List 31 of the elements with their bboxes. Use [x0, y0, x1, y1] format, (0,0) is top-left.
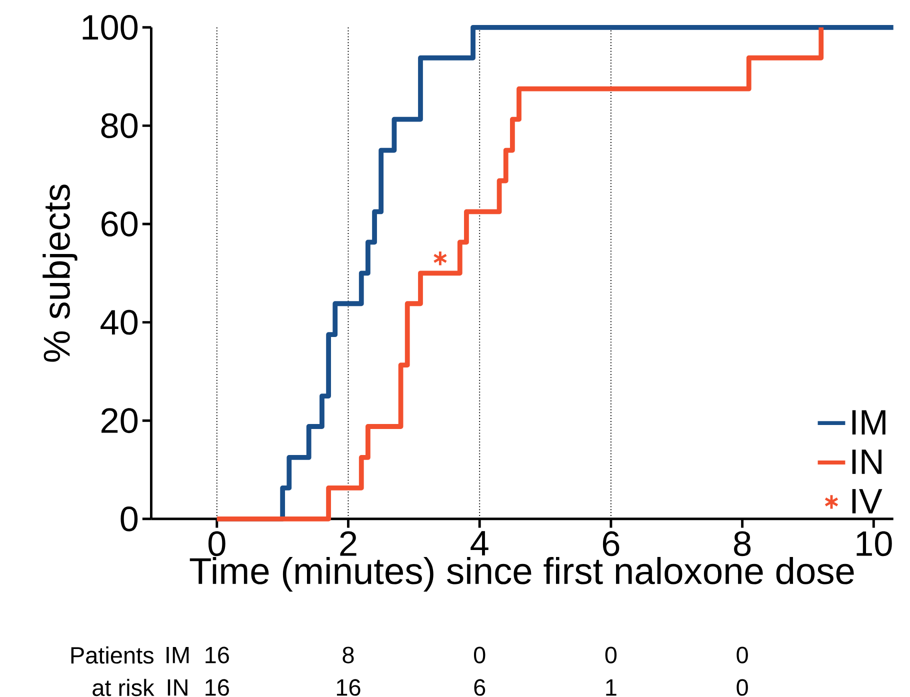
y-tick-label: 40: [100, 310, 138, 335]
y-tick-label: 60: [102, 211, 138, 236]
x-tick-label: 6: [602, 531, 620, 556]
text: 16: [336, 679, 360, 696]
text: IM: [166, 646, 189, 664]
text: 16: [206, 679, 229, 696]
y-tick-label: 20: [102, 408, 138, 434]
text: 6: [474, 679, 486, 696]
x-tick-label: 2: [340, 531, 356, 556]
text: 0: [605, 646, 617, 664]
text: 0: [736, 679, 748, 696]
text: 1: [606, 679, 616, 696]
text: 16: [206, 646, 229, 664]
x-tick-label: 4: [470, 531, 488, 556]
x-tick-label: 10: [856, 531, 892, 556]
x-axis-title: Time (minutes) since first naloxone dose: [190, 556, 854, 592]
y-axis-title: % subjects: [42, 184, 78, 362]
text: Patients: [71, 646, 154, 664]
legend-label: IM: [852, 410, 886, 434]
y-tick-label: 80: [101, 113, 138, 138]
text: 8: [342, 646, 354, 664]
x-tick-label: 0: [208, 531, 226, 556]
y-tick-label: 100: [82, 14, 138, 40]
y-tick-label: 0: [120, 506, 138, 532]
text: at risk: [92, 678, 154, 696]
text: IN: [168, 679, 188, 696]
legend-label: IV: [852, 489, 882, 514]
text: 0: [736, 646, 748, 664]
text: 0: [474, 646, 486, 664]
legend-label: IN: [852, 450, 882, 474]
x-tick-label: 8: [734, 531, 751, 556]
